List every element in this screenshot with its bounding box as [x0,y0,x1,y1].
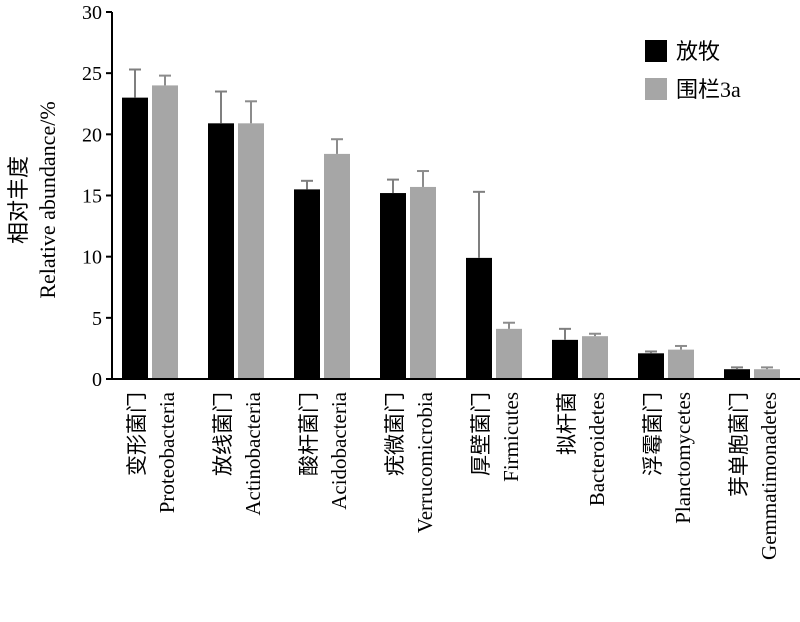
y-tick-label-1: 5 [92,308,102,330]
bar-2-4 [410,186,436,379]
category-label-en-2: Actinobacteria [241,391,265,515]
bar-1-2 [208,123,234,379]
y-tick-label-0: 0 [92,369,102,391]
category-label-cn-2: 放线菌门 [211,392,235,476]
category-label-cn-8: 芽单胞菌门 [727,392,751,497]
bar-2-3 [324,153,350,379]
y-tick-label-2: 10 [82,247,102,269]
category-labels-layer: 变形菌门 Proteobacteria 放线菌门 Actinobacteria 酸杆菌门… [125,391,781,560]
error-bars-layer [129,68,773,370]
y-axis-label: 相对丰度 Relative abundance/% [6,101,60,298]
category-label-cn-7: 浮霉菌门 [641,392,665,476]
bar-1-7 [638,353,664,379]
category-label-cn-4: 疣微菌门 [383,392,407,476]
category-label-cn-1: 变形菌门 [125,392,149,476]
category-label-cn-6: 拟杆菌 [555,392,579,455]
category-label-cn-5: 厚壁菌门 [469,392,493,476]
y-tick-label-6: 30 [82,2,102,24]
category-label-en-3: Acidobacteria [327,391,351,509]
y-tick-label-4: 20 [82,124,102,146]
bar-1-4 [380,193,406,379]
bar-2-1 [152,85,178,380]
y-axis-label-en: Relative abundance/% [35,101,60,298]
category-label-en-5: Firmicutes [499,392,523,482]
category-label-en-4: Verrucomicrobia [413,391,437,533]
bar-2-2 [238,123,264,379]
y-tick-label-5: 25 [82,63,102,85]
category-label-en-8: Gemmatimonadetes [757,392,781,560]
legend-label-2: 围栏3a [676,77,741,102]
legend-label-1: 放牧 [676,39,720,64]
y-ticks-layer: 0 5 10 15 20 25 30 [82,2,112,391]
y-axis-label-cn: 相对丰度 [6,156,31,244]
y-tick-label-3: 15 [82,186,102,208]
bar-2-8 [754,369,780,379]
bars-layer [122,85,780,380]
category-label-en-7: Planctomycetes [671,392,695,524]
bar-1-6 [552,339,578,379]
legend-swatch-2 [645,78,667,100]
bar-1-1 [122,97,148,379]
bar-2-7 [668,349,694,379]
category-label-cn-3: 酸杆菌门 [297,392,321,476]
category-label-en-6: Bacteroidetes [585,392,609,506]
bar-1-5 [466,257,492,379]
bar-2-6 [582,336,608,379]
category-label-en-1: Proteobacteria [155,391,179,513]
bar-1-3 [294,189,320,379]
bar-2-5 [496,328,522,379]
bar-1-8 [724,369,750,379]
legend-swatch-1 [645,40,667,62]
